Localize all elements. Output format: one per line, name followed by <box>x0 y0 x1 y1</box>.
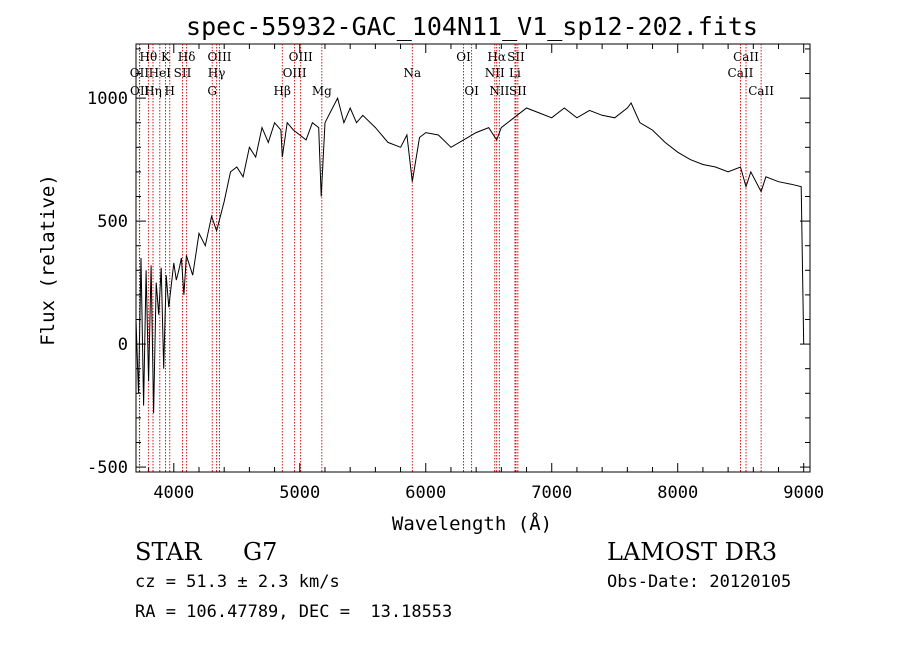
spectral-line-label: SII <box>174 66 192 80</box>
x-tick-label: 7000 <box>531 483 572 503</box>
spectral-line-label: Na <box>403 66 421 80</box>
spectral-line-label: Hα <box>487 50 506 64</box>
coordinates-text: RA = 106.47789, DEC = 13.18553 <box>135 602 453 622</box>
spectral-line-label: OIII <box>283 66 307 80</box>
spectral-line-label: K <box>161 50 171 64</box>
subclass-label: G7 <box>243 538 278 566</box>
spectral-line-label: Hη <box>144 84 162 98</box>
spectral-line-label: HeI <box>149 66 172 80</box>
spectrum-line <box>135 96 805 414</box>
x-tick-label: 9000 <box>783 483 824 503</box>
spectral-line-label: Mg <box>312 84 332 98</box>
spectral-line-label: SII <box>507 50 525 64</box>
redshift-text: cz = 51.3 ± 2.3 km/s <box>135 572 340 592</box>
spectral-line-label: OI <box>464 84 479 98</box>
y-axis-label: Flux (relative) <box>37 174 59 346</box>
x-tick-label: 6000 <box>405 483 446 503</box>
spectral-line-label: CaII <box>733 50 759 64</box>
y-tick-label: 1000 <box>87 89 128 109</box>
spectral-line-label: SII <box>509 84 527 98</box>
y-tick-label: 0 <box>118 335 128 355</box>
spectral-line-label: CaII <box>728 66 754 80</box>
spectral-line-label: NII <box>485 66 505 80</box>
spectral-line-label: OII <box>130 66 150 80</box>
survey-label: LAMOST DR3 <box>607 538 778 566</box>
y-tick-label: -500 <box>87 458 128 478</box>
plot-frame <box>135 43 811 473</box>
spectral-line-label: Li <box>509 66 521 80</box>
spectral-line-label: H <box>165 84 175 98</box>
spectral-line-label: CaII <box>748 84 774 98</box>
x-tick-label: 5000 <box>279 483 320 503</box>
y-tick-label: 500 <box>97 212 128 232</box>
spectral-line-label: OIII <box>289 50 313 64</box>
x-axis-label: Wavelength (Å) <box>392 512 552 535</box>
obs-date-text: Obs-Date: 20120105 <box>607 572 792 592</box>
spectral-line-label: OII <box>130 84 150 98</box>
spectral-line-label: OIII <box>207 50 231 64</box>
spectral-line-label: Hβ <box>274 84 291 98</box>
spectral-line-label: Hγ <box>208 66 226 80</box>
x-tick-label: 8000 <box>657 483 698 503</box>
spectral-line-label: G <box>207 84 217 98</box>
spectral-line-label: NII <box>489 84 509 98</box>
spectral-line-label: Hδ <box>178 50 196 64</box>
x-tick-label: 4000 <box>153 483 194 503</box>
chart-title: spec-55932-GAC_104N11_V1_sp12-202.fits <box>186 12 758 41</box>
spectral-line-label: Hθ <box>139 50 157 64</box>
class-label: STAR <box>135 538 202 566</box>
spectral-line-label: OI <box>456 50 471 64</box>
